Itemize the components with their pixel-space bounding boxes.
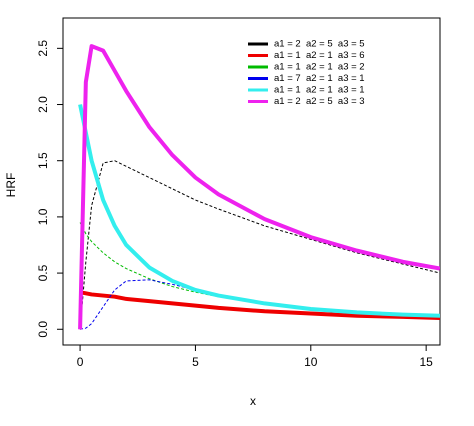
y-tick-label: 0.5: [36, 264, 50, 281]
y-tick-label: 2.0: [36, 96, 50, 113]
legend-label: a1 = 2 a2 = 5 a3 = 5: [274, 39, 365, 50]
legend-label: a1 = 1 a2 = 1 a3 = 1: [274, 85, 365, 96]
y-tick-label: 2.5: [36, 40, 50, 57]
legend-label: a1 = 1 a2 = 1 a3 = 6: [274, 50, 365, 61]
series-line: [78, 104, 440, 318]
y-axis-label: HRF: [4, 173, 18, 198]
y-tick-label: 1.5: [36, 152, 50, 169]
legend-label: a1 = 2 a2 = 5 a3 = 3: [274, 96, 365, 107]
x-tick-label: 5: [192, 355, 199, 369]
x-tick-label: 10: [304, 355, 318, 369]
series-line: [78, 44, 440, 330]
x-axis-label: x: [250, 394, 256, 408]
series-line: [79, 290, 440, 321]
y-tick-label: 0.0: [36, 321, 50, 338]
legend: [240, 33, 438, 105]
legend-label: a1 = 7 a2 = 1 a3 = 1: [274, 73, 365, 84]
x-tick-label: 15: [419, 355, 433, 369]
legend-label: a1 = 1 a2 = 1 a3 = 2: [274, 62, 365, 73]
plot-frame: [62, 17, 441, 346]
y-tick-label: 1.0: [36, 208, 50, 225]
x-tick-label: 0: [77, 355, 84, 369]
